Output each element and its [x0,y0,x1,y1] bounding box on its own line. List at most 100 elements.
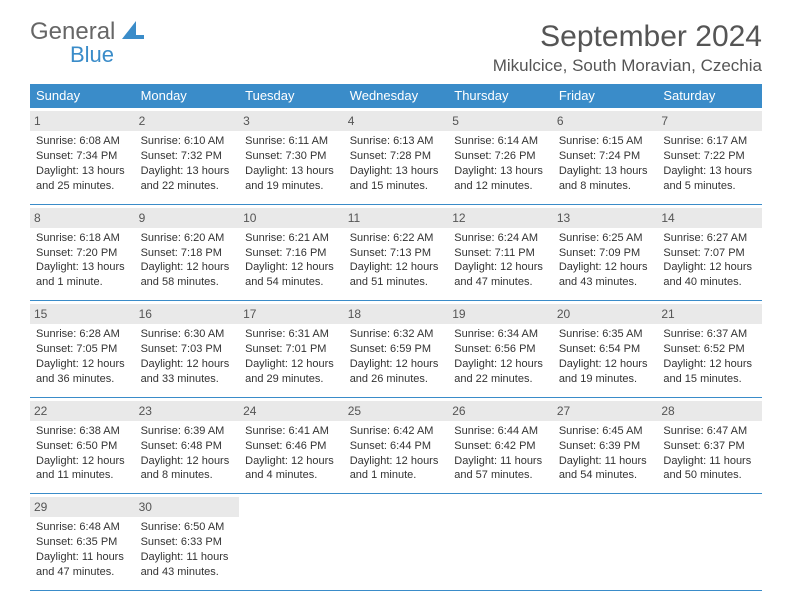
day-detail-line: Sunset: 7:16 PM [245,246,338,261]
day-number: 15 [30,304,135,324]
day-detail-line: Sunset: 7:20 PM [36,246,129,261]
day-detail-line: Daylight: 13 hours [559,164,652,179]
calendar-table: SundayMondayTuesdayWednesdayThursdayFrid… [30,84,762,591]
day-detail-line: Sunset: 7:34 PM [36,149,129,164]
calendar-day-cell: 3Sunrise: 6:11 AMSunset: 7:30 PMDaylight… [239,108,344,205]
day-detail-line: Daylight: 11 hours [141,550,234,565]
day-detail-line: Sunrise: 6:28 AM [36,327,129,342]
day-number: 5 [448,111,553,131]
location: Mikulcice, South Moravian, Czechia [493,56,762,76]
calendar-day-cell: 11Sunrise: 6:22 AMSunset: 7:13 PMDayligh… [344,204,449,301]
calendar-day-cell: 26Sunrise: 6:44 AMSunset: 6:42 PMDayligh… [448,397,553,494]
day-detail-line: and 22 minutes. [454,372,547,387]
calendar-day-cell: 2Sunrise: 6:10 AMSunset: 7:32 PMDaylight… [135,108,240,205]
calendar-day-cell: 12Sunrise: 6:24 AMSunset: 7:11 PMDayligh… [448,204,553,301]
day-number: 13 [553,208,658,228]
day-detail-line: and 22 minutes. [141,179,234,194]
day-detail-line: and 47 minutes. [454,275,547,290]
month-title: September 2024 [493,20,762,54]
day-number: 10 [239,208,344,228]
day-number: 12 [448,208,553,228]
day-detail-line: Sunset: 6:46 PM [245,439,338,454]
day-detail-line: and 29 minutes. [245,372,338,387]
day-detail-line: Sunrise: 6:32 AM [350,327,443,342]
day-number: 7 [657,111,762,131]
day-detail-line: and 8 minutes. [559,179,652,194]
calendar-day-cell: 13Sunrise: 6:25 AMSunset: 7:09 PMDayligh… [553,204,658,301]
day-detail-line: Daylight: 12 hours [36,357,129,372]
day-detail-line: and 5 minutes. [663,179,756,194]
day-detail-line: Daylight: 12 hours [350,260,443,275]
calendar-day-cell: 14Sunrise: 6:27 AMSunset: 7:07 PMDayligh… [657,204,762,301]
day-detail-line: Sunset: 6:54 PM [559,342,652,357]
weekday-header: Wednesday [344,84,449,108]
day-detail-line: Sunset: 7:01 PM [245,342,338,357]
day-detail-line: Sunrise: 6:45 AM [559,424,652,439]
day-detail-line: and 33 minutes. [141,372,234,387]
day-number: 28 [657,401,762,421]
day-detail-line: Sunrise: 6:35 AM [559,327,652,342]
day-detail-line: Sunrise: 6:24 AM [454,231,547,246]
day-number: 11 [344,208,449,228]
day-detail-line: Sunrise: 6:34 AM [454,327,547,342]
calendar-day-cell [657,494,762,591]
day-detail-line: Daylight: 12 hours [245,260,338,275]
day-detail-line: Daylight: 12 hours [245,357,338,372]
day-detail-line: Sunrise: 6:41 AM [245,424,338,439]
day-number: 29 [30,497,135,517]
day-detail-line: Sunset: 6:48 PM [141,439,234,454]
calendar-day-cell [448,494,553,591]
calendar-day-cell: 10Sunrise: 6:21 AMSunset: 7:16 PMDayligh… [239,204,344,301]
day-detail-line: Daylight: 13 hours [350,164,443,179]
day-detail-line: Sunrise: 6:13 AM [350,134,443,149]
brand-text-2: Blue [70,44,144,66]
day-detail-line: Sunset: 6:44 PM [350,439,443,454]
calendar-head: SundayMondayTuesdayWednesdayThursdayFrid… [30,84,762,108]
day-detail-line: and 54 minutes. [559,468,652,483]
day-detail-line: Daylight: 12 hours [141,454,234,469]
weekday-header: Monday [135,84,240,108]
day-detail-line: and 1 minute. [36,275,129,290]
calendar-day-cell: 4Sunrise: 6:13 AMSunset: 7:28 PMDaylight… [344,108,449,205]
day-detail-line: Sunset: 7:11 PM [454,246,547,261]
title-block: September 2024 Mikulcice, South Moravian… [493,20,762,76]
calendar-day-cell: 6Sunrise: 6:15 AMSunset: 7:24 PMDaylight… [553,108,658,205]
day-detail-line: Sunset: 7:30 PM [245,149,338,164]
day-detail-line: Daylight: 12 hours [350,357,443,372]
day-detail-line: Sunrise: 6:17 AM [663,134,756,149]
day-detail-line: and 36 minutes. [36,372,129,387]
day-detail-line: Sunrise: 6:18 AM [36,231,129,246]
day-detail-line: and 43 minutes. [559,275,652,290]
calendar-day-cell: 30Sunrise: 6:50 AMSunset: 6:33 PMDayligh… [135,494,240,591]
day-detail-line: Sunrise: 6:20 AM [141,231,234,246]
calendar-week-row: 1Sunrise: 6:08 AMSunset: 7:34 PMDaylight… [30,108,762,205]
day-detail-line: Sunset: 6:59 PM [350,342,443,357]
day-number: 22 [30,401,135,421]
calendar-day-cell: 21Sunrise: 6:37 AMSunset: 6:52 PMDayligh… [657,301,762,398]
day-detail-line: and 4 minutes. [245,468,338,483]
calendar-day-cell: 25Sunrise: 6:42 AMSunset: 6:44 PMDayligh… [344,397,449,494]
day-detail-line: Sunrise: 6:31 AM [245,327,338,342]
day-detail-line: Daylight: 12 hours [454,357,547,372]
day-number: 14 [657,208,762,228]
day-detail-line: and 8 minutes. [141,468,234,483]
day-detail-line: Daylight: 11 hours [559,454,652,469]
day-detail-line: Sunset: 6:50 PM [36,439,129,454]
calendar-day-cell: 9Sunrise: 6:20 AMSunset: 7:18 PMDaylight… [135,204,240,301]
day-number: 2 [135,111,240,131]
calendar-day-cell: 24Sunrise: 6:41 AMSunset: 6:46 PMDayligh… [239,397,344,494]
day-detail-line: Sunset: 6:37 PM [663,439,756,454]
day-detail-line: Daylight: 12 hours [663,260,756,275]
calendar-day-cell: 1Sunrise: 6:08 AMSunset: 7:34 PMDaylight… [30,108,135,205]
weekday-header: Saturday [657,84,762,108]
day-detail-line: and 12 minutes. [454,179,547,194]
day-detail-line: Sunset: 6:35 PM [36,535,129,550]
day-detail-line: Daylight: 12 hours [141,357,234,372]
day-detail-line: Sunrise: 6:30 AM [141,327,234,342]
day-number: 19 [448,304,553,324]
day-detail-line: and 15 minutes. [350,179,443,194]
weekday-header: Tuesday [239,84,344,108]
day-detail-line: Sunset: 7:03 PM [141,342,234,357]
day-detail-line: Sunrise: 6:37 AM [663,327,756,342]
calendar-day-cell: 29Sunrise: 6:48 AMSunset: 6:35 PMDayligh… [30,494,135,591]
